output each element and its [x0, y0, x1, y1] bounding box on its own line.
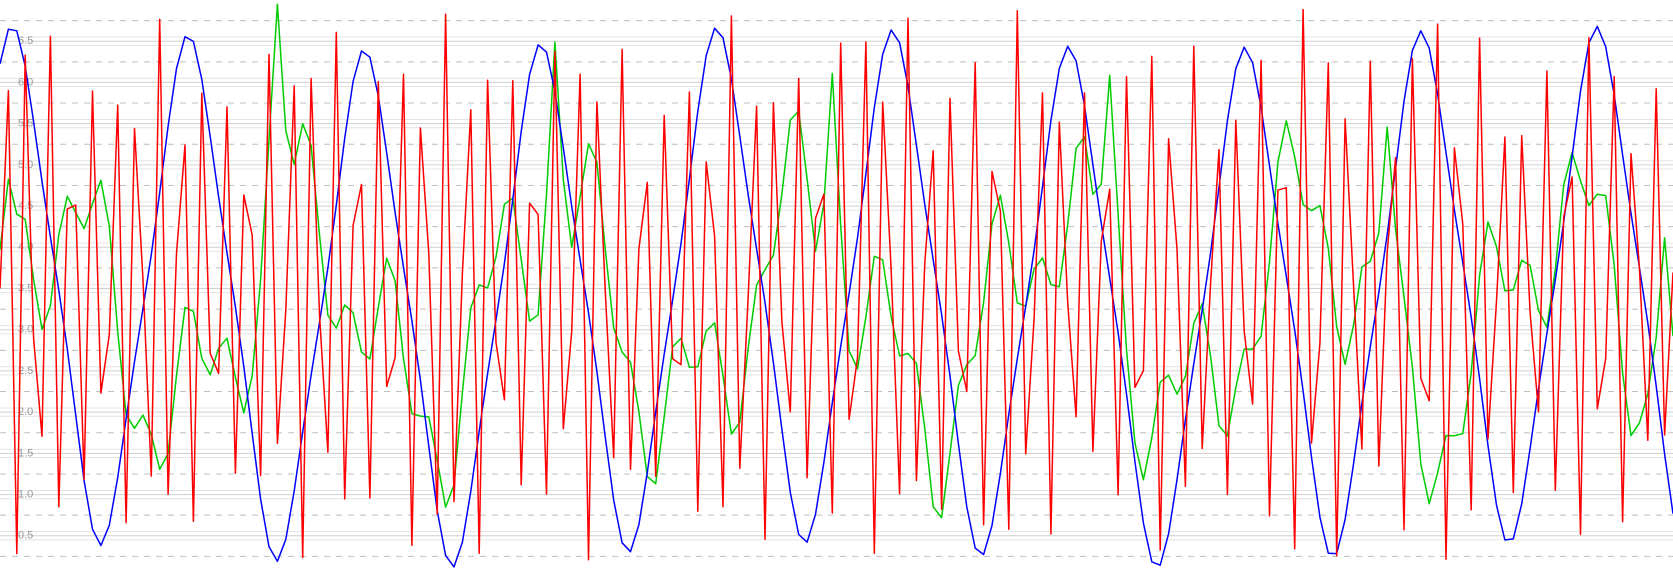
- line-chart: 0.51.01.52.02.53.03.54.04.55.05.56.06.5: [0, 0, 1673, 577]
- y-tick-label: 1.5: [18, 447, 33, 459]
- y-tick-label: 0.5: [18, 530, 33, 542]
- y-tick-label: 5.5: [18, 118, 33, 130]
- chart-canvas: 0.51.01.52.02.53.03.54.04.55.05.56.06.5: [0, 0, 1673, 577]
- y-tick-label: 4.5: [18, 200, 33, 212]
- y-tick-label: 1.0: [18, 488, 33, 500]
- y-tick-label: 5.0: [18, 159, 33, 171]
- y-tick-label: 3.5: [18, 282, 33, 294]
- y-tick-label: 2.0: [18, 406, 33, 418]
